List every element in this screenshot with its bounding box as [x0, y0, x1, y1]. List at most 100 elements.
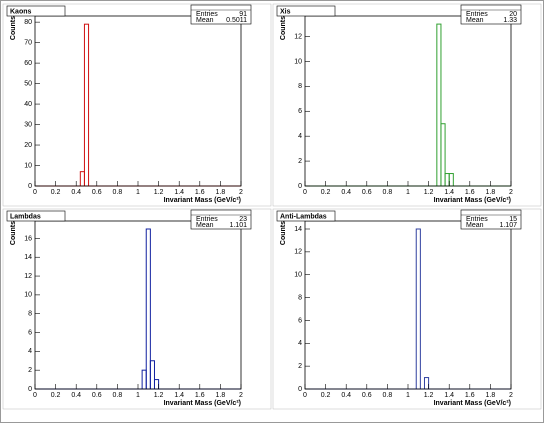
- x-tick-label: 1.8: [216, 189, 226, 196]
- x-tick-label: 0.4: [341, 189, 351, 196]
- stats-value: 20: [509, 11, 517, 18]
- x-tick-label: 0.6: [92, 189, 102, 196]
- x-tick-label: 1.4: [174, 189, 184, 196]
- x-tick-label: 1.6: [465, 189, 475, 196]
- x-axis-label: Invariant Mass (GeV/c²): [434, 400, 511, 407]
- stats-value: 23: [239, 216, 247, 223]
- y-tick-label: 6: [28, 329, 32, 336]
- x-axis-label: Invariant Mass (GeV/c²): [164, 400, 241, 407]
- stats-value: 91: [239, 11, 247, 18]
- chart-title: Kaons: [10, 8, 32, 15]
- y-tick-label: 2: [28, 367, 32, 374]
- y-tick-label: 4: [298, 133, 302, 140]
- x-tick-label: 2: [509, 189, 513, 196]
- x-tick-label: 2: [239, 189, 243, 196]
- x-tick-label: 1.2: [424, 392, 434, 399]
- y-tick-label: 12: [24, 273, 32, 280]
- x-tick-label: 0.4: [71, 189, 81, 196]
- y-tick-label: 10: [294, 58, 302, 65]
- y-tick-label: 50: [24, 80, 32, 87]
- x-tick-label: 1.2: [154, 392, 164, 399]
- title-box: [6, 5, 66, 17]
- pad: [2, 3, 272, 207]
- y-tick-label: 14: [24, 254, 32, 261]
- y-tick-label: 8: [298, 294, 302, 301]
- x-tick-label: 1.4: [444, 189, 454, 196]
- y-tick-label: 8: [28, 311, 32, 318]
- y-tick-label: 10: [24, 162, 32, 169]
- x-tick-label: 2: [509, 392, 513, 399]
- chart-title: Lambdas: [10, 213, 41, 220]
- pad: [2, 208, 272, 410]
- x-tick-label: 0.8: [383, 392, 393, 399]
- x-tick-label: 1: [136, 392, 140, 399]
- x-tick-label: 1.4: [174, 392, 184, 399]
- x-tick-label: 1.6: [195, 392, 205, 399]
- x-tick-label: 0.2: [51, 392, 61, 399]
- x-tick-label: 1: [136, 189, 140, 196]
- y-tick-label: 0: [28, 183, 32, 190]
- pad: [272, 208, 542, 410]
- pad: [272, 3, 542, 207]
- y-tick-label: 0: [298, 183, 302, 190]
- y-tick-label: 12: [294, 33, 302, 40]
- y-tick-label: 14: [294, 226, 302, 233]
- y-tick-label: 4: [28, 348, 32, 355]
- stats-value: 1.33: [503, 17, 517, 24]
- chart-title: Xis: [280, 8, 291, 15]
- stats-label: Entries: [466, 11, 488, 18]
- y-tick-label: 16: [24, 235, 32, 242]
- y-tick-label: 70: [24, 39, 32, 46]
- y-tick-label: 10: [24, 292, 32, 299]
- y-tick-label: 2: [298, 363, 302, 370]
- x-tick-label: 0.8: [113, 189, 123, 196]
- stats-label: Entries: [196, 216, 218, 223]
- stats-box: [190, 4, 252, 25]
- y-tick-label: 20: [24, 142, 32, 149]
- title-box: [276, 5, 336, 17]
- x-tick-label: 0.6: [362, 189, 372, 196]
- y-axis-label: Counts: [280, 221, 287, 245]
- x-tick-label: 0.4: [71, 392, 81, 399]
- chart-title: Anti-Lambdas: [280, 213, 327, 220]
- x-tick-label: 0.8: [113, 392, 123, 399]
- x-tick-label: 0.6: [362, 392, 372, 399]
- title-box: [6, 210, 66, 222]
- x-tick-label: 2: [239, 392, 243, 399]
- y-tick-label: 40: [24, 101, 32, 108]
- x-tick-label: 0.2: [321, 189, 331, 196]
- x-tick-label: 0.2: [51, 189, 61, 196]
- y-tick-label: 8: [298, 83, 302, 90]
- stats-box: [460, 4, 522, 25]
- stats-label: Mean: [466, 17, 484, 24]
- x-tick-label: 1.2: [424, 189, 434, 196]
- stats-box: [460, 209, 522, 230]
- stats-label: Entries: [196, 11, 218, 18]
- x-tick-label: 0.2: [321, 392, 331, 399]
- stats-box: [190, 209, 252, 230]
- x-tick-label: 0.6: [92, 392, 102, 399]
- y-tick-label: 0: [298, 386, 302, 393]
- x-tick-label: 1.4: [444, 392, 454, 399]
- stats-value: 1.101: [229, 222, 247, 229]
- y-tick-label: 80: [24, 19, 32, 26]
- y-tick-label: 4: [298, 340, 302, 347]
- x-tick-label: 1.8: [486, 392, 496, 399]
- x-tick-label: 1.8: [216, 392, 226, 399]
- y-tick-label: 6: [298, 317, 302, 324]
- y-axis-label: Counts: [10, 221, 17, 245]
- y-tick-label: 30: [24, 121, 32, 128]
- y-axis-label: Counts: [10, 16, 17, 40]
- stats-value: 1.107: [499, 222, 517, 229]
- x-tick-label: 1.8: [486, 189, 496, 196]
- x-tick-label: 1: [406, 392, 410, 399]
- stats-label: Mean: [466, 222, 484, 229]
- x-tick-label: 1.2: [154, 189, 164, 196]
- stats-value: 0.5011: [226, 17, 247, 24]
- y-tick-label: 60: [24, 60, 32, 67]
- stats-label: Mean: [196, 17, 214, 24]
- y-axis-label: Counts: [280, 16, 287, 40]
- stats-label: Entries: [466, 216, 488, 223]
